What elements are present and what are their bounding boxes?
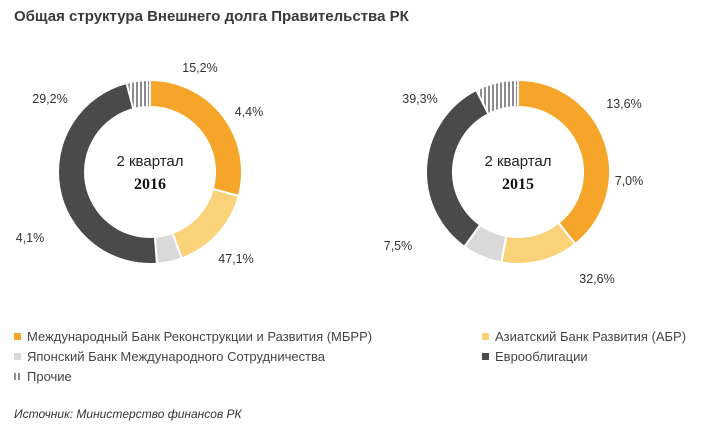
legend-label-ibrd: Международный Банк Реконструкции и Разви… bbox=[27, 329, 373, 344]
center-quarter-label: 2 квартал bbox=[116, 153, 183, 170]
value-label-ibrd: 29,2% bbox=[32, 92, 67, 106]
value-label-eurobonds: 32,6% bbox=[579, 272, 614, 286]
slice-other bbox=[474, 78, 519, 116]
legend-swatch-eurobonds bbox=[482, 353, 489, 360]
value-label-jbic: 4,4% bbox=[235, 105, 264, 119]
legend-item-ibrd: Международный Банк Реконструкции и Разви… bbox=[14, 329, 372, 344]
donut-2016: 29,2% 15,2% 4,4% 47,1% 4,1% 2 квартал 2016 bbox=[16, 61, 264, 266]
slice-eurobonds bbox=[57, 81, 159, 265]
legend-swatch-ibrd bbox=[14, 333, 21, 340]
center-quarter-label: 2 квартал bbox=[484, 153, 551, 170]
legend-swatch-other bbox=[14, 373, 21, 380]
value-label-adb: 13,6% bbox=[606, 97, 641, 111]
value-label-other: 7,5% bbox=[384, 239, 413, 253]
source-note: Источник: Министерство финансов РК bbox=[14, 407, 242, 421]
legend-item-eurobonds: Еврооблигации bbox=[482, 349, 588, 364]
legend-item-jbic: Японский Банк Международного Сотрудничес… bbox=[14, 349, 325, 364]
legend-swatch-adb bbox=[482, 333, 489, 340]
value-label-adb: 15,2% bbox=[182, 61, 217, 75]
legend-swatch-jbic bbox=[14, 353, 21, 360]
center-year-label: 2015 bbox=[502, 176, 534, 193]
value-label-eurobonds: 47,1% bbox=[218, 252, 253, 266]
legend-item-other: Прочие bbox=[14, 369, 72, 384]
legend-label-jbic: Японский Банк Международного Сотрудничес… bbox=[27, 349, 326, 364]
legend-item-adb: Азиатский Банк Развития (АБР) bbox=[482, 329, 686, 344]
donut-2015: 39,3% 13,6% 7,0% 32,6% 7,5% 2 квартал 2015 bbox=[384, 78, 644, 286]
slice-adb bbox=[500, 221, 577, 265]
legend-label-eurobonds: Еврооблигации bbox=[495, 349, 588, 364]
slice-other bbox=[125, 78, 151, 111]
center-year-label: 2016 bbox=[134, 176, 166, 193]
slice-adb bbox=[171, 187, 241, 260]
value-label-ibrd: 39,3% bbox=[402, 92, 437, 106]
legend-label-adb: Азиатский Банк Развития (АБР) bbox=[495, 329, 687, 344]
chart-title: Общая структура Внешнего долга Правитель… bbox=[14, 8, 409, 25]
value-label-jbic: 7,0% bbox=[615, 174, 644, 188]
legend-label-other: Прочие bbox=[27, 369, 72, 384]
value-label-other: 4,1% bbox=[16, 231, 45, 245]
slice-eurobonds bbox=[425, 88, 490, 249]
slice-ibrd bbox=[517, 78, 611, 246]
